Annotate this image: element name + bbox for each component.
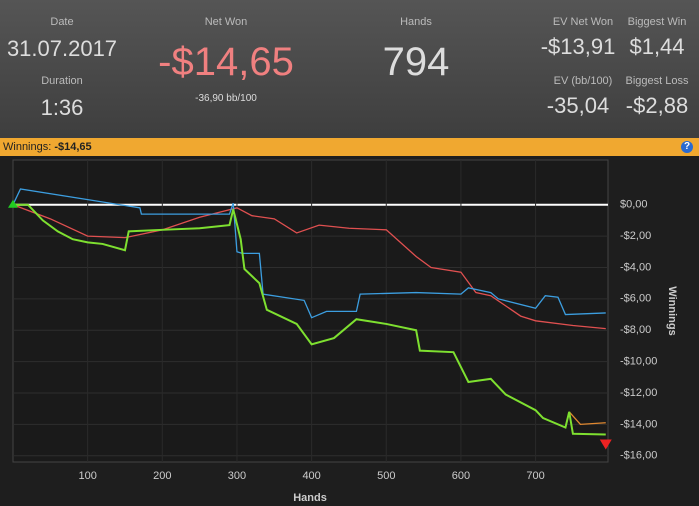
value: -$14,65: [158, 40, 294, 84]
value: -36,90 bb/100: [195, 93, 257, 104]
x-tick-label: 200: [153, 470, 171, 482]
y-tick-label: -$14,00: [620, 418, 657, 430]
y-tick-label: -$2,00: [620, 230, 651, 242]
value: 31.07.2017: [6, 36, 118, 61]
value: 794: [382, 40, 450, 84]
x-tick-label: 600: [452, 470, 470, 482]
chart: Hands Winnings $0,00 -$2,00 -$4,00 -$6,00 -$…: [8, 159, 678, 504]
x-tick-label: 500: [377, 470, 395, 482]
series-line: [12, 204, 606, 330]
x-tick-label: 300: [228, 470, 246, 482]
y-tick-label: -$10,00: [620, 356, 657, 368]
header: Date 31.07.2017 Duration 1:36 Net Won -$…: [0, 0, 699, 138]
y-tick-label: -$8,00: [620, 324, 651, 336]
label: Duration: [41, 75, 83, 87]
label: Hands: [400, 16, 432, 28]
label: EV Net Won: [552, 16, 614, 28]
x-tick-label: 100: [78, 470, 96, 482]
help-icon[interactable]: ?: [681, 141, 693, 153]
y-tick-label: -$4,00: [620, 261, 651, 273]
plot-area: [12, 159, 609, 463]
value: -$2,88: [625, 93, 689, 118]
series-line: [13, 203, 606, 436]
bar-value: -$14,65: [54, 141, 92, 153]
label: Biggest Loss: [625, 75, 689, 87]
x-tick-label: 700: [526, 470, 544, 482]
value: -35,04: [546, 93, 610, 118]
label: Date: [50, 16, 74, 28]
y-tick-label: -$16,00: [620, 450, 657, 462]
value: $1,44: [629, 34, 685, 59]
label: Biggest Win: [627, 16, 687, 28]
bar-label: Winnings:: [3, 141, 52, 153]
y-tick-label: $0,00: [620, 199, 648, 211]
series-line: [568, 411, 606, 426]
start-marker: [8, 199, 18, 208]
label: Net Won: [204, 16, 248, 28]
x-tick-label: 400: [302, 470, 320, 482]
y-axis-title: Winnings: [666, 286, 678, 335]
y-tick-label: -$6,00: [620, 293, 651, 305]
status-bar: Winnings: -$14,65 ?: [0, 138, 699, 156]
label: EV (bb/100): [553, 75, 613, 87]
x-axis-title: Hands: [293, 492, 327, 504]
min-marker: [599, 439, 612, 450]
series-line: [12, 188, 606, 319]
y-tick-label: -$12,00: [620, 387, 657, 399]
value: -$13,91: [540, 34, 616, 59]
value: 1:36: [40, 95, 84, 120]
